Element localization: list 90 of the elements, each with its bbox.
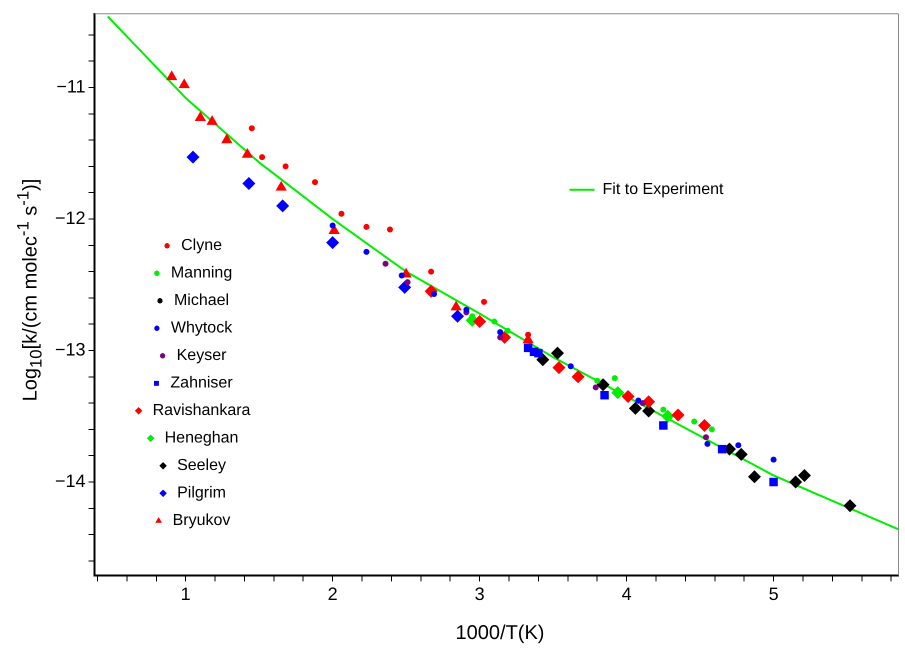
point [473, 315, 486, 328]
point [600, 390, 609, 400]
point [450, 300, 462, 310]
legend-label: Zahniser [170, 374, 234, 392]
x-tick-label: 2 [328, 584, 338, 604]
point [242, 148, 254, 158]
point [363, 224, 370, 230]
point [363, 248, 370, 255]
point [661, 410, 674, 423]
point [708, 426, 715, 432]
point [248, 125, 255, 132]
point [386, 226, 393, 232]
point [789, 476, 802, 489]
legend-label: Seeley [177, 457, 226, 474]
y-tick-label: −13 [54, 339, 86, 360]
point [660, 406, 666, 413]
legend-label: Clyne [181, 237, 222, 254]
point [611, 386, 624, 400]
point [718, 444, 726, 454]
point [704, 440, 710, 447]
y-tick-label: −14 [54, 470, 86, 491]
point [504, 328, 511, 334]
legend-label: Keyser [176, 347, 228, 364]
point [259, 154, 266, 160]
point [748, 470, 761, 484]
point [551, 346, 564, 360]
point [428, 268, 434, 275]
point [640, 400, 646, 406]
point [568, 363, 574, 370]
point [282, 163, 289, 170]
y-tick-label: −12 [54, 208, 86, 228]
point [635, 397, 642, 404]
point [451, 310, 464, 323]
point [312, 179, 318, 186]
point [798, 468, 811, 482]
point [594, 378, 600, 384]
point [166, 70, 178, 80]
point [481, 298, 488, 305]
point [628, 402, 642, 415]
point [642, 404, 656, 418]
point [702, 434, 709, 440]
point [276, 199, 290, 212]
point [326, 236, 340, 250]
legend-label: Michael [174, 292, 230, 310]
point [404, 279, 411, 286]
point [612, 375, 618, 382]
point [382, 260, 389, 267]
point [338, 210, 344, 217]
legend-label: Fit to Experiment [602, 181, 724, 198]
legend-label: Ravishankara [152, 402, 251, 420]
point [734, 448, 748, 461]
point [572, 370, 585, 384]
x-tick-label: 1 [180, 584, 191, 604]
point [194, 111, 206, 121]
point [221, 134, 232, 144]
point [178, 78, 190, 88]
point [497, 334, 504, 340]
legend-label: Bryukov [172, 512, 230, 530]
point [592, 384, 599, 390]
legend-label: Manning [170, 264, 232, 282]
point [206, 115, 218, 125]
point [691, 418, 698, 425]
point [659, 421, 668, 430]
point [770, 456, 777, 463]
legend-label: Heneghan [164, 430, 238, 447]
x-tick-label: 4 [622, 584, 632, 604]
legend-label: Whytock [170, 320, 234, 337]
x-tick-label: 3 [474, 584, 485, 604]
point [497, 329, 504, 336]
point [552, 361, 566, 374]
point [735, 442, 742, 448]
point [276, 180, 287, 191]
point [330, 222, 336, 229]
y-tick-label: −11 [56, 76, 86, 96]
x-axis-title: 1000/T(K) [456, 622, 544, 645]
x-tick-label: 5 [768, 584, 779, 604]
point [491, 318, 498, 325]
point [769, 478, 778, 486]
legend-label: Pilgrim [177, 484, 226, 502]
point [242, 176, 256, 190]
point [398, 280, 412, 294]
point [698, 418, 711, 432]
point [398, 272, 405, 279]
point [534, 348, 543, 358]
point [596, 378, 610, 392]
point [463, 306, 470, 313]
point [672, 408, 685, 422]
point [186, 150, 200, 164]
point [622, 390, 635, 404]
point [844, 499, 856, 512]
